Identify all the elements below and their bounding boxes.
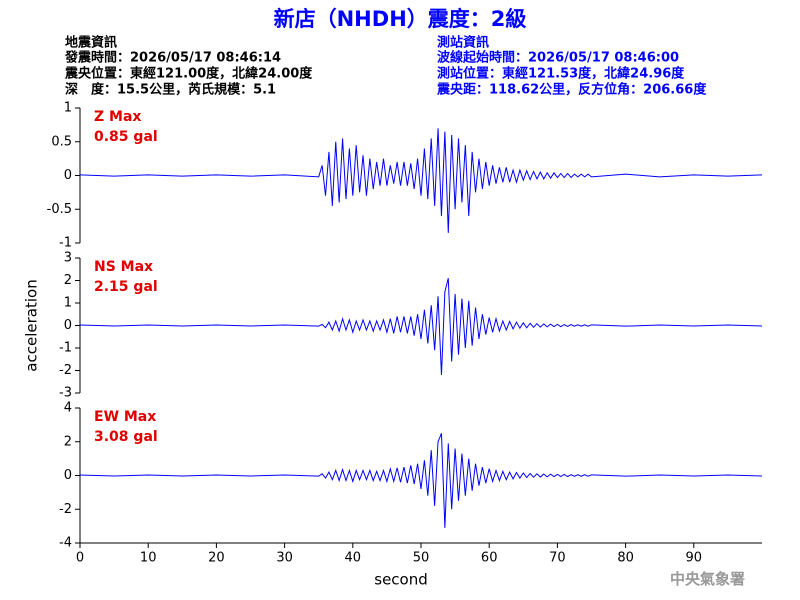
panel-max: 3.08 gal bbox=[94, 429, 158, 445]
x-tick-label: 30 bbox=[276, 551, 293, 566]
info-right: 測站位置：東經121.53度，北緯24.96度 bbox=[437, 66, 685, 82]
y-tick-label: 2 bbox=[64, 434, 72, 449]
x-tick-label: 50 bbox=[413, 551, 430, 566]
y-axis-title: acceleration bbox=[23, 279, 41, 371]
x-tick-label: 40 bbox=[345, 551, 362, 566]
y-tick-label: -3 bbox=[59, 386, 72, 401]
x-axis-title: second bbox=[374, 571, 428, 589]
info-right: 測站資訊 bbox=[437, 35, 489, 51]
panel-label: NS Max bbox=[94, 259, 153, 275]
waveform bbox=[79, 278, 763, 376]
y-tick-label: -4 bbox=[59, 536, 72, 551]
y-tick-label: -1 bbox=[59, 236, 72, 251]
waveform bbox=[79, 128, 763, 233]
footer: 中央氣象署 bbox=[670, 570, 745, 588]
y-tick-label: 2 bbox=[64, 273, 72, 288]
panel-label: Z Max bbox=[94, 109, 141, 125]
panel-label: EW Max bbox=[94, 409, 156, 425]
x-tick-label: 70 bbox=[549, 551, 566, 566]
y-tick-label: 0.5 bbox=[51, 134, 72, 149]
x-tick-label: 10 bbox=[140, 551, 157, 566]
info-left: 深 度：15.5公里，芮氏規模：5.1 bbox=[65, 82, 276, 98]
panel-max: 0.85 gal bbox=[94, 129, 158, 145]
y-tick-label: 0 bbox=[64, 168, 72, 183]
info-right: 震央距：118.62公里，反方位角：206.66度 bbox=[436, 82, 707, 98]
y-tick-label: 1 bbox=[64, 101, 72, 116]
info-left: 震央位置：東經121.00度，北緯24.00度 bbox=[64, 66, 313, 82]
y-tick-label: -2 bbox=[59, 363, 72, 378]
y-tick-label: -0.5 bbox=[47, 202, 72, 217]
x-tick-label: 80 bbox=[617, 551, 634, 566]
info-left: 發震時間：2026/05/17 08:46:14 bbox=[64, 50, 281, 66]
title: 新店（NHDH）震度：2級 bbox=[274, 7, 527, 31]
y-tick-label: -2 bbox=[59, 502, 72, 517]
x-tick-label: 90 bbox=[686, 551, 703, 566]
x-tick-label: 60 bbox=[481, 551, 498, 566]
panel-max: 2.15 gal bbox=[94, 279, 158, 295]
y-tick-label: 3 bbox=[64, 251, 72, 266]
info-left: 地震資訊 bbox=[65, 35, 117, 51]
y-tick-label: 1 bbox=[64, 296, 72, 311]
x-tick-label: 20 bbox=[208, 551, 225, 566]
y-tick-label: 0 bbox=[64, 468, 72, 483]
waveform bbox=[79, 433, 763, 528]
info-right: 波線起始時間：2026/05/17 08:46:00 bbox=[437, 50, 679, 66]
y-tick-label: 0 bbox=[64, 318, 72, 333]
y-tick-label: -1 bbox=[59, 341, 72, 356]
x-tick-label: 0 bbox=[76, 551, 84, 566]
y-tick-label: 4 bbox=[64, 401, 72, 416]
